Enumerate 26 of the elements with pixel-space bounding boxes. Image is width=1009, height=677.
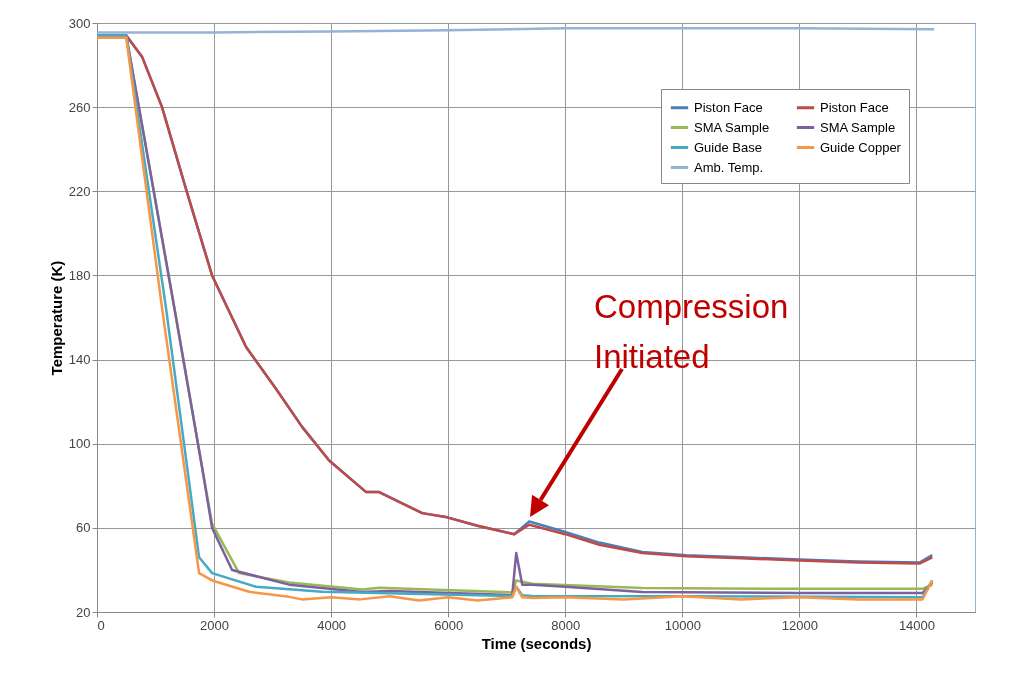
legend-label: Guide Base — [694, 139, 762, 155]
y-tick-label: 180 — [68, 267, 91, 283]
x-tick-label: 14000 — [898, 617, 936, 633]
legend-label: Piston Face — [820, 99, 889, 115]
y-tick-label: 220 — [68, 183, 91, 199]
x-tick-label: 6000 — [434, 617, 464, 633]
x-tick-label: 10000 — [664, 617, 701, 633]
x-axis-title: Time (seconds) — [481, 634, 592, 652]
legend-label: Guide Copper — [820, 139, 902, 155]
y-tick-label: 20 — [76, 604, 91, 620]
x-tick-label: 0 — [97, 617, 105, 633]
x-tick-label: 2000 — [200, 617, 230, 633]
y-tick-label: 140 — [68, 352, 91, 368]
x-tick-label: 4000 — [317, 617, 347, 633]
legend-label: SMA Sample — [694, 119, 770, 135]
annotation: Compression Initiated — [594, 288, 789, 375]
x-tick-label: 8000 — [551, 617, 581, 633]
legend-label: Piston Face — [694, 99, 763, 115]
y-tick-label: 100 — [68, 436, 91, 452]
legend-label: Amb. Temp. — [694, 159, 764, 175]
y-tick-label: 60 — [76, 520, 91, 536]
y-tick-label: 260 — [68, 99, 91, 115]
y-axis-title: Temperature (K) — [47, 260, 65, 376]
legend-label: SMA Sample — [820, 119, 896, 135]
y-tick-label: 300 — [68, 15, 91, 31]
x-tick-label: 12000 — [781, 617, 818, 633]
